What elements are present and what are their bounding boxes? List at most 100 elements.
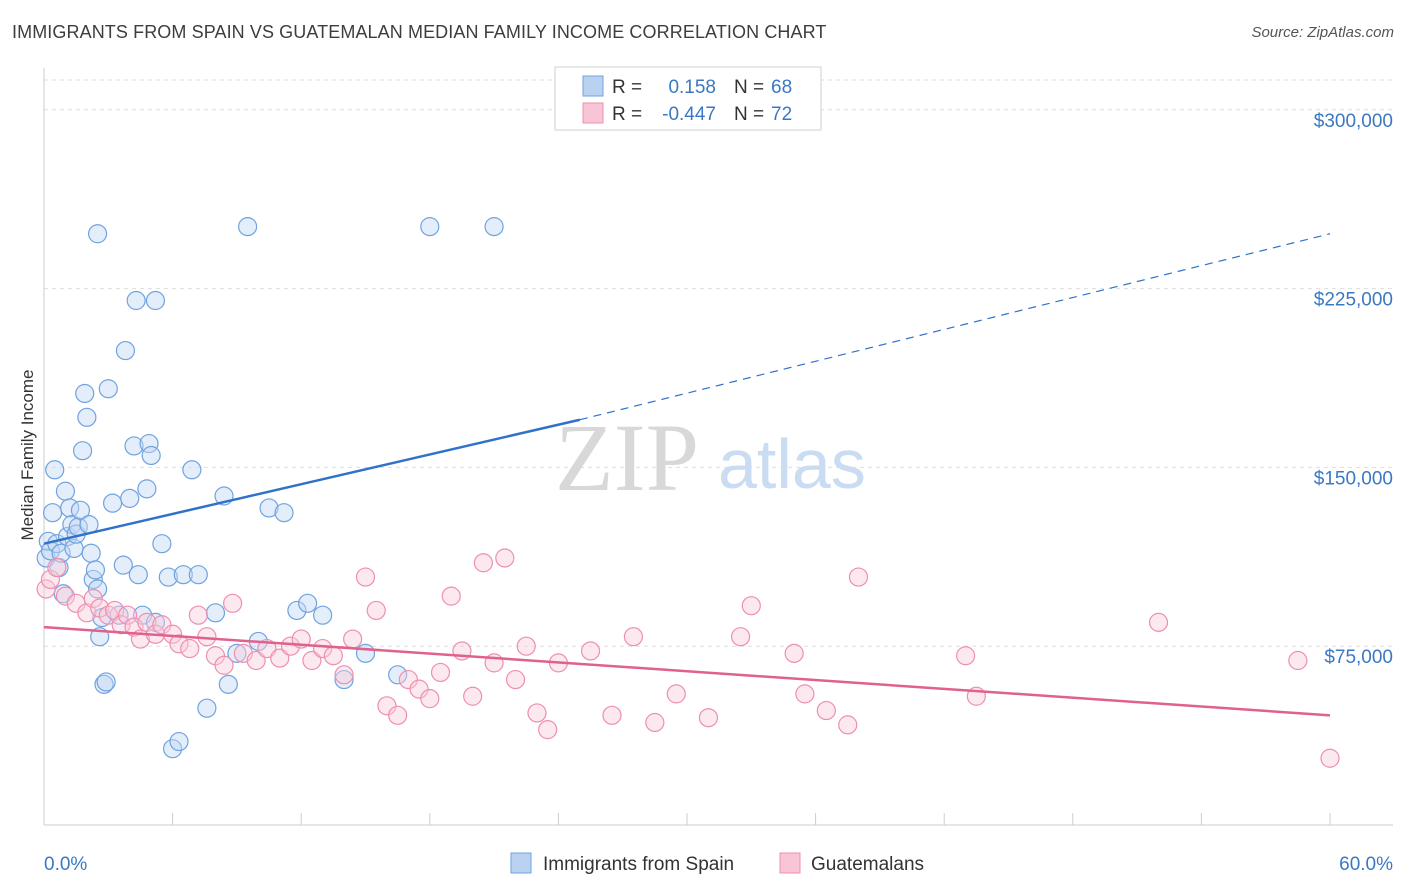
data-point (72, 441, 93, 461)
data-point (87, 224, 108, 244)
data-point (730, 627, 751, 647)
data-point (377, 696, 397, 716)
data-point (117, 605, 138, 625)
data-point (75, 383, 95, 404)
legend-n-label-1: N = (734, 77, 764, 98)
data-point (538, 720, 558, 740)
data-point (409, 679, 429, 699)
data-point (420, 217, 440, 237)
y-tick-label-1: $150,000 (1314, 468, 1393, 489)
data-point (218, 674, 238, 694)
data-point (77, 407, 97, 427)
watermark-atlas: atlas (718, 425, 866, 503)
data-point (666, 684, 686, 704)
data-point (388, 705, 408, 725)
legend-box: R = 0.158 N = 68 R = -0.447 N = 72 (554, 66, 822, 131)
data-point (81, 543, 101, 563)
data-point (145, 290, 166, 311)
data-point (355, 643, 376, 663)
data-point (398, 669, 418, 690)
data-point (96, 672, 116, 692)
legend-r-label-1: R = (612, 77, 642, 98)
data-point (188, 605, 208, 625)
data-point (128, 565, 148, 585)
data-point (313, 638, 333, 659)
data-point (741, 596, 761, 616)
watermark-zip: ZIP (555, 404, 699, 511)
data-point (169, 634, 189, 654)
data-point (420, 689, 440, 709)
data-point (956, 646, 976, 666)
bottom-legend-swatch-spain (510, 852, 532, 874)
data-point (124, 436, 144, 456)
data-point (169, 731, 189, 752)
data-point (484, 217, 504, 237)
legend-n-value-1: 68 (771, 77, 792, 98)
data-point (527, 703, 547, 723)
data-point (323, 646, 343, 666)
data-point (55, 586, 76, 606)
trend-line-guatemalans (43, 625, 1331, 717)
data-point (246, 650, 266, 671)
data-point (173, 565, 193, 585)
data-point (55, 481, 76, 501)
data-point (47, 557, 67, 578)
data-point (463, 686, 483, 706)
data-point (105, 600, 125, 621)
data-point (838, 715, 858, 735)
y-tick-label-3: $300,000 (1314, 111, 1393, 132)
data-point (495, 548, 515, 568)
data-point (42, 503, 63, 523)
data-point (126, 290, 146, 311)
data-point (298, 593, 318, 613)
data-point (441, 586, 461, 606)
data-point (98, 379, 118, 399)
data-point (45, 460, 65, 480)
y-tick-label-0: $75,000 (1324, 647, 1393, 668)
data-point (1320, 748, 1340, 768)
y-tick-labels: $75,000 $150,000 $225,000 $300,000 (1314, 111, 1393, 668)
source-label: Source: ZipAtlas.com (1251, 24, 1394, 41)
data-point (158, 567, 178, 587)
data-point (77, 603, 97, 623)
data-point (113, 555, 133, 575)
data-point (645, 712, 665, 733)
trend-line-spain-extension (579, 233, 1331, 421)
chart-title: IMMIGRANTS FROM SPAIN VS GUATEMALAN MEDI… (12, 22, 827, 42)
data-point (51, 543, 71, 563)
data-point (137, 479, 157, 499)
grid-lines (44, 79, 1393, 647)
bottom-legend-label-guatemalans: Guatemalans (811, 854, 924, 875)
data-point (274, 503, 294, 523)
data-point (141, 445, 161, 466)
data-point (152, 615, 172, 635)
series-spain-points (36, 217, 504, 759)
data-point (259, 498, 279, 518)
data-point (124, 617, 144, 637)
data-point (182, 460, 202, 480)
data-point (163, 739, 183, 759)
legend-r-value-2: -0.447 (662, 104, 716, 125)
trend-line-spain (43, 418, 581, 545)
data-point (223, 593, 243, 613)
data-point (214, 655, 234, 675)
legend-swatch-pink (582, 102, 604, 124)
data-point (366, 600, 386, 621)
data-point (313, 605, 333, 625)
y-axis-title: Median Family Income (18, 369, 37, 540)
data-point (205, 603, 226, 623)
data-point (36, 579, 56, 599)
data-point (580, 641, 601, 661)
data-point (602, 705, 622, 725)
x-tick-label-max: 60.0% (1339, 854, 1393, 875)
data-point (848, 567, 869, 587)
bottom-legend: Immigrants from Spain Guatemalans (510, 852, 924, 875)
trend-lines (43, 233, 1331, 717)
data-point (87, 579, 108, 599)
axes (43, 68, 1393, 826)
watermark: ZIP atlas (555, 404, 866, 511)
data-point (102, 493, 123, 513)
data-point (152, 534, 172, 554)
data-point (698, 708, 719, 728)
